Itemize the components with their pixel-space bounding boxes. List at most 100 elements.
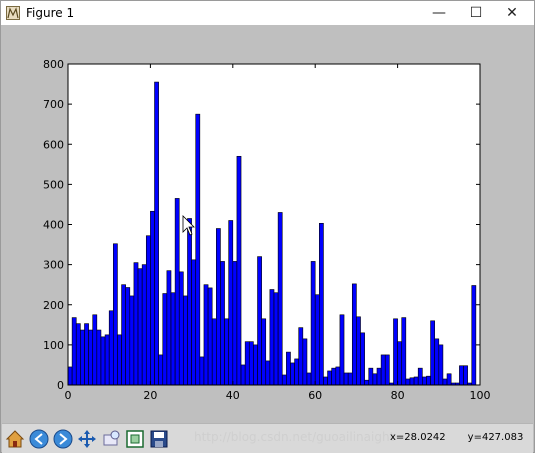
histogram-bar [261,318,267,386]
histogram-bar [129,295,135,386]
forward-button[interactable] [52,428,74,450]
histogram-bar [310,261,316,386]
back-button[interactable] [28,428,50,450]
histogram-bar [158,354,164,386]
histogram-bar [203,284,209,386]
histogram-bar [273,292,279,386]
close-button[interactable]: ✕ [495,1,529,25]
navigation-toolbar: http://blog.csdn.net/guoailinaight x=28.… [2,423,533,453]
figure-app-icon [6,6,20,20]
histogram-bar [195,113,201,386]
histogram-bar [145,235,151,386]
figure-canvas[interactable]: 0 20 40 60 80 100 0 100 200 300 400 500 600 700 800 [2,25,533,423]
histogram-bar [228,220,234,386]
configure-subplots-icon [126,430,144,448]
histogram-bar [117,334,122,386]
zoom-icon [103,430,120,446]
coord-y-readout: y=427.083 [467,432,524,443]
histogram-bar [306,372,312,386]
histogram-bar [323,376,328,386]
histogram-bar [88,329,94,386]
histogram-bar [80,329,85,386]
zoom-button[interactable] [100,428,122,450]
y-tick-label: 400 [43,219,64,232]
histogram-bar [372,373,378,386]
histogram-bar [216,228,221,386]
histogram-bar [75,323,81,386]
histogram-bar [67,366,73,386]
histogram-bar [471,285,477,386]
pan-button[interactable] [76,428,98,450]
histogram-bar [265,360,271,386]
histogram-bar [397,341,403,386]
histogram-bar [442,378,448,386]
histogram-bar [351,283,357,386]
histogram-bar [339,314,345,386]
histogram-bar [446,373,452,386]
histogram-bar [150,210,155,386]
histogram-bar [104,334,110,386]
histogram-bar [401,317,407,386]
minimize-icon: — [432,5,446,21]
histogram-bar [170,292,176,386]
y-tick-label: 0 [57,379,64,392]
histogram-bar [162,293,168,386]
histogram-bar [253,344,258,386]
configure-subplots-button[interactable] [124,428,146,450]
histogram-bar [125,287,131,386]
histogram-bar [224,318,229,386]
y-tick-label: 500 [43,178,64,191]
watermark-text: http://blog.csdn.net/guoailinaight [194,430,395,444]
histogram-bar [314,294,320,386]
histogram-bar [178,271,184,386]
histogram-bar [290,362,295,386]
histogram-bar [426,375,431,386]
save-button[interactable] [148,428,170,450]
histogram-bar [438,344,444,386]
histogram-bar [244,341,250,386]
title-bar: Figure 1 — ☐ ✕ [1,1,534,25]
histogram-bar [347,372,353,386]
histogram-bar [84,323,89,386]
histogram-bar [459,365,464,386]
histogram-bar [113,243,118,386]
y-tick-label: 800 [43,58,64,71]
histogram-bar [248,341,254,386]
histogram-bar [211,318,217,386]
back-icon [29,429,49,449]
histogram-bar [360,332,365,386]
close-icon: ✕ [506,5,518,21]
histogram-bar [335,366,341,386]
histogram-bar [269,289,275,386]
histogram-bar [409,377,415,386]
histogram-bar [286,351,291,386]
y-tick-label: 700 [43,98,64,111]
y-tick-label: 300 [43,259,64,272]
forward-icon [53,429,73,449]
histogram-bar [343,372,349,386]
maximize-button[interactable]: ☐ [459,1,493,25]
histogram-bar [376,367,382,386]
x-tick-label: 0 [65,389,72,402]
x-tick-label: 40 [226,389,240,402]
histogram-bar [191,259,197,386]
histogram-bar [294,358,300,386]
histogram-bar [327,370,332,386]
home-button[interactable] [4,428,26,450]
histogram-bar [71,317,77,386]
histogram-bar [364,379,370,386]
histogram-bar [137,268,143,386]
histogram-bar [384,354,390,386]
histogram-bar [430,320,435,386]
histogram-bar [281,374,287,386]
histogram-bar [331,367,337,386]
histogram-bar [463,365,468,386]
home-icon [5,430,25,448]
histogram-bar [232,261,238,386]
histogram-bar [240,364,246,386]
save-icon [150,430,168,448]
histogram-bar [108,310,114,386]
minimize-button[interactable]: — [422,1,456,25]
mouse-cursor-icon [182,215,195,236]
